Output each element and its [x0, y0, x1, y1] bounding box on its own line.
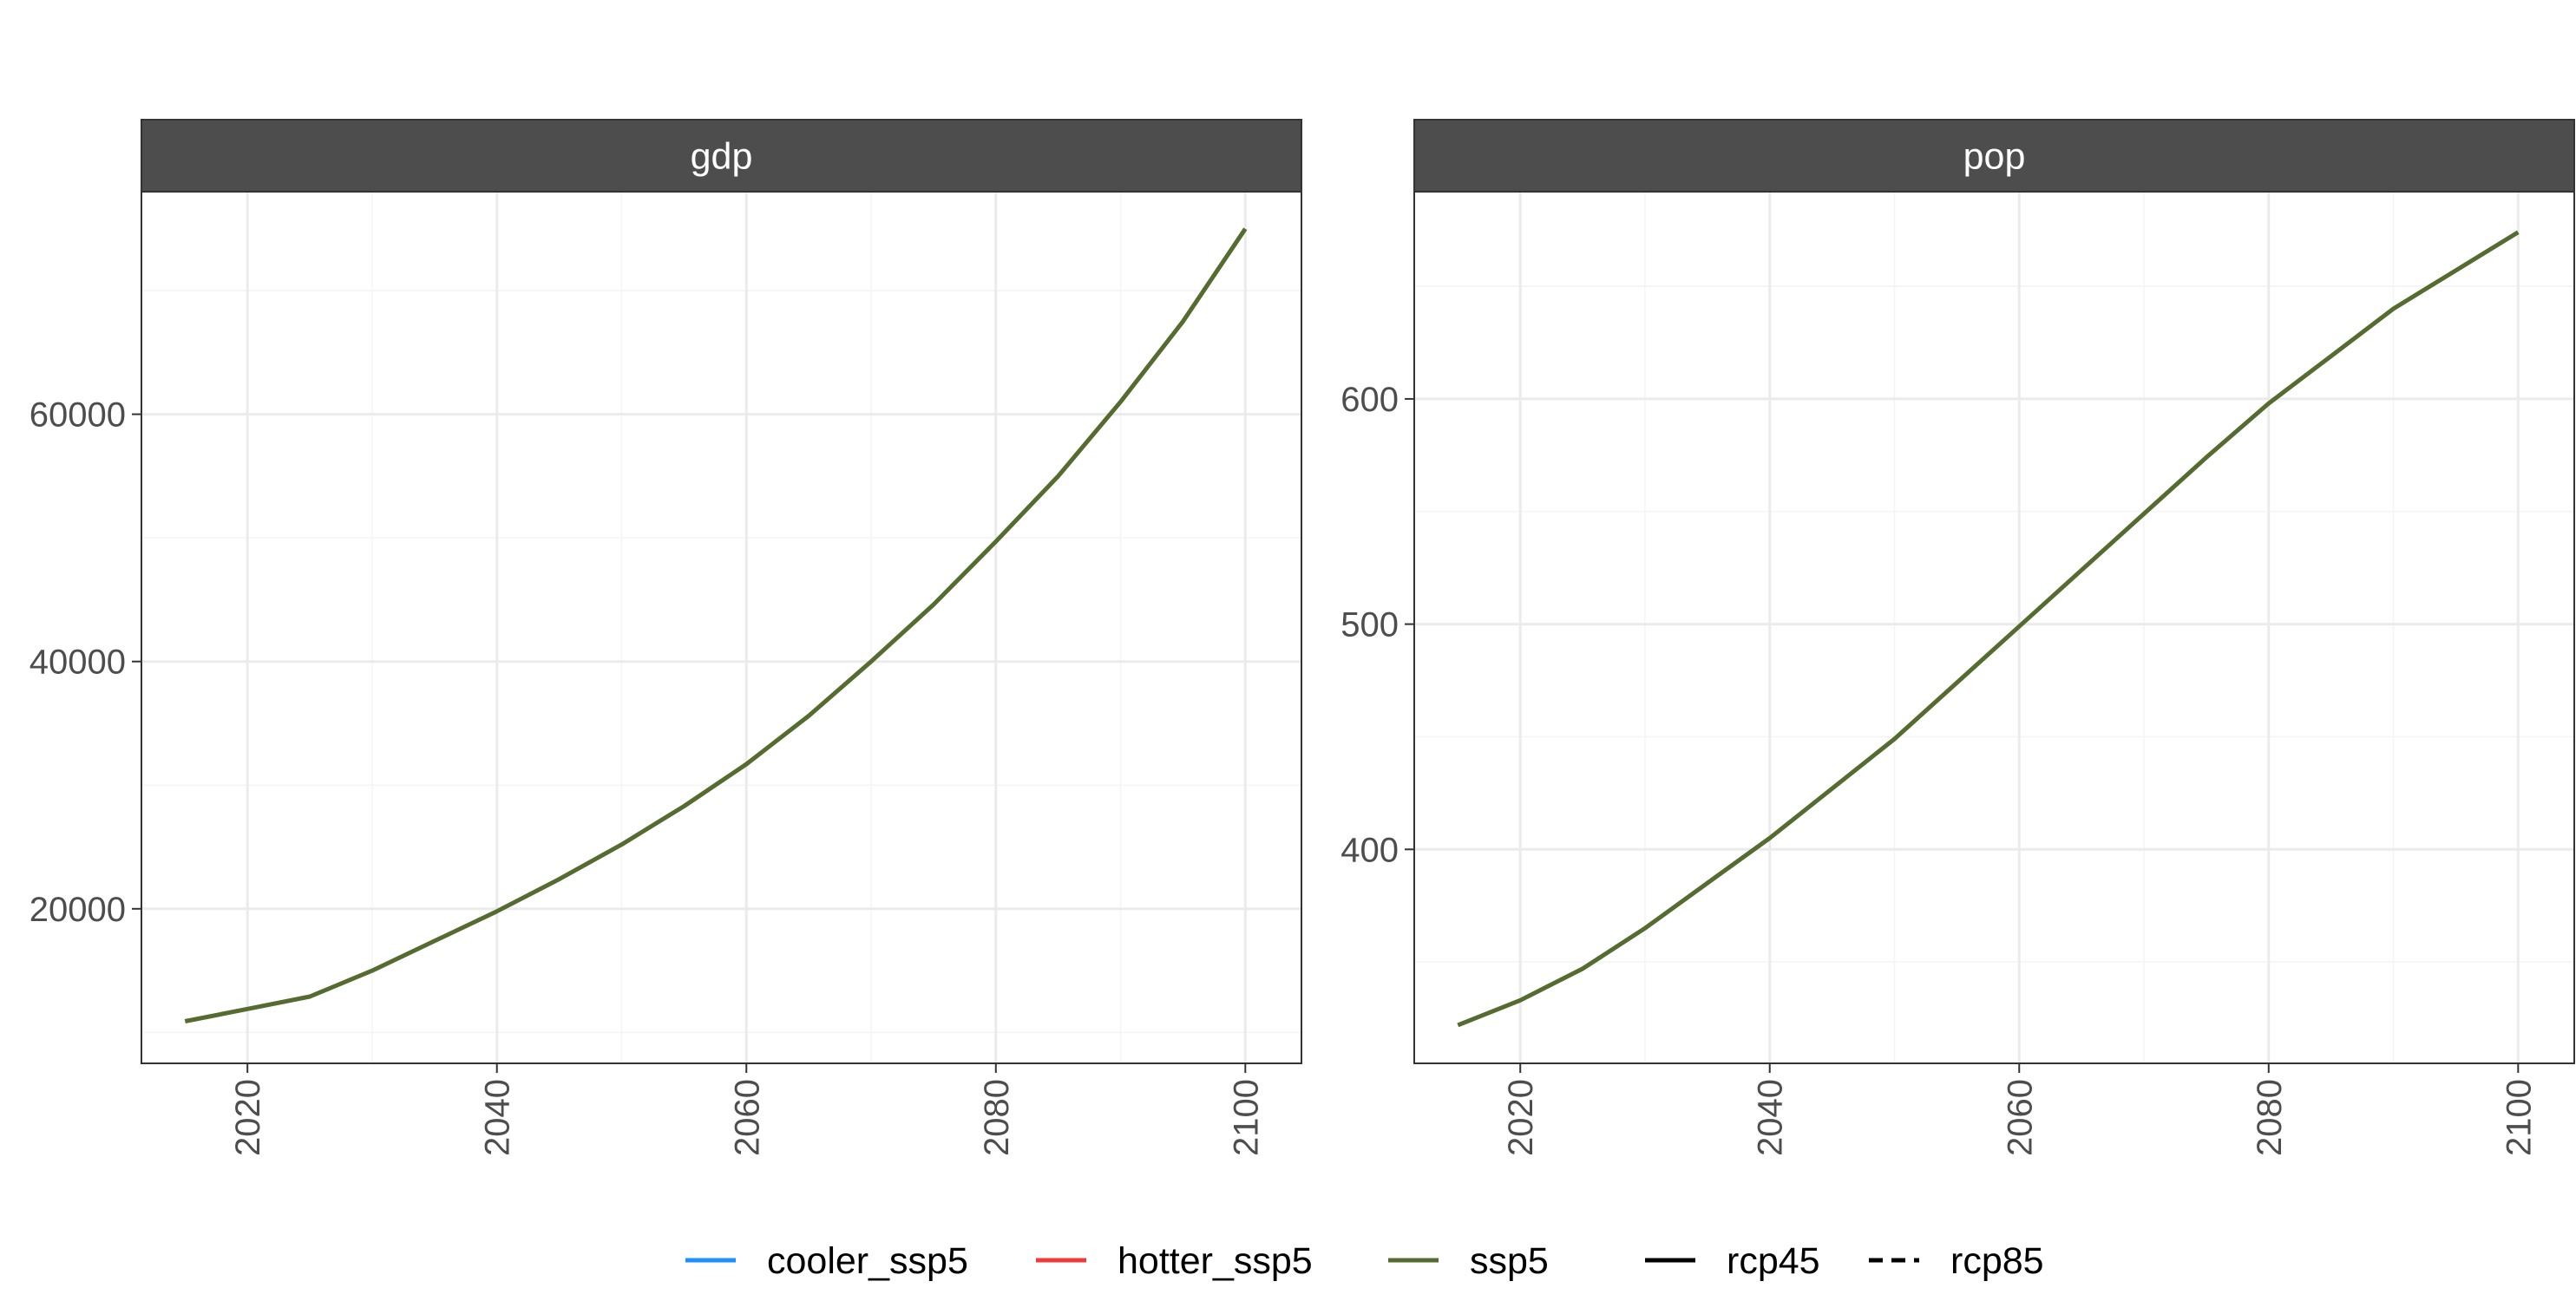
x-tick-label: 2060 [728, 1079, 766, 1156]
facet-strip [1413, 119, 2575, 193]
x-tick-label: 2080 [978, 1079, 1016, 1156]
facet-strip-label: gdp [691, 136, 753, 178]
legend: cooler_ssp5 hotter_ssp5 ssp5 rcp45 rcp85 [685, 1240, 2044, 1282]
legend-label-hotter_ssp5: hotter_ssp5 [1118, 1240, 1313, 1282]
panel-gdp: gdp 2020 2040 2060 2080 2100 20000 40000 60000 [29, 119, 1302, 1156]
series-line-ssp5 [184, 227, 1248, 1023]
x-tick-label: 2100 [2500, 1079, 2538, 1156]
y-tick-label: 40000 [29, 644, 126, 682]
series-line-ssp5 [1457, 230, 2520, 1028]
legend-label-rcp45: rcp45 [1727, 1240, 1820, 1282]
y-tick-label: 500 [1340, 606, 1399, 644]
x-tick-label: 2080 [2251, 1079, 2289, 1156]
facet-strip [141, 119, 1302, 193]
facet-strip-label: pop [1963, 136, 2026, 178]
legend-label-rcp85: rcp85 [1950, 1240, 2044, 1282]
x-tick-label: 2060 [2001, 1079, 2039, 1156]
x-tick-label: 2020 [229, 1079, 267, 1156]
y-tick-label: 20000 [29, 891, 126, 929]
y-tick-label: 600 [1340, 381, 1399, 419]
y-tick-label: 400 [1340, 831, 1399, 869]
x-tick-label: 2100 [1227, 1079, 1265, 1156]
legend-label-cooler_ssp5: cooler_ssp5 [767, 1240, 968, 1282]
panel-background [1414, 192, 2574, 1063]
panel-background [141, 192, 1301, 1063]
x-tick-label: 2040 [479, 1079, 517, 1156]
y-tick-label: 60000 [29, 396, 126, 435]
x-tick-label: 2020 [1502, 1079, 1540, 1156]
panel-pop: pop 2020 2040 2060 2080 2100 400 500 600 [1340, 119, 2575, 1156]
legend-label-ssp5: ssp5 [1470, 1240, 1549, 1282]
x-tick-label: 2040 [1752, 1079, 1790, 1156]
